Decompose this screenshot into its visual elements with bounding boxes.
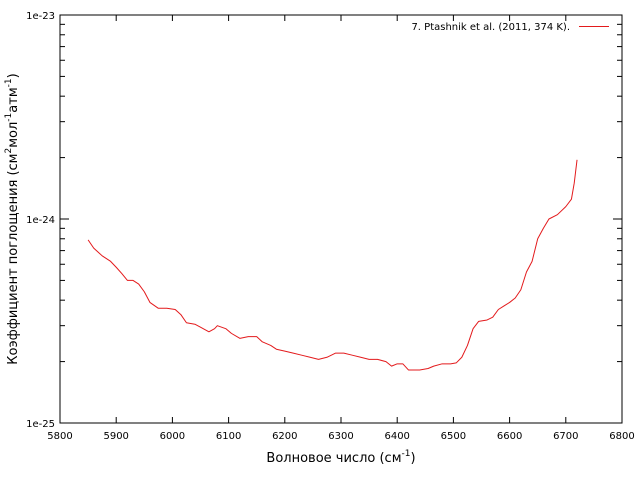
x-axis-title: Волновое число (см-1) xyxy=(266,449,415,466)
x-tick-label: 6300 xyxy=(328,431,353,442)
series-group xyxy=(87,159,578,371)
y-tick-label: 1e-25 xyxy=(26,419,55,430)
legend: 7. Ptashnik et al. (2011, 374 K). xyxy=(411,22,609,33)
x-tick-label: 6400 xyxy=(384,431,409,442)
x-tick-label: 6500 xyxy=(441,431,466,442)
legend-label: 7. Ptashnik et al. (2011, 374 K). xyxy=(411,22,570,33)
y-axis-title: Коэффициент поглощения (см2мол-1атм-1) xyxy=(4,73,21,364)
x-tick-label: 5900 xyxy=(103,431,128,442)
x-tick-label: 5800 xyxy=(47,431,72,442)
y-tick-label: 1e-23 xyxy=(26,11,55,22)
x-tick-label: 6800 xyxy=(609,431,634,442)
tick-labels: 5800 5900 6000 6100 6200 6300 6400 6500 6600 6700… xyxy=(26,11,635,442)
series-line xyxy=(87,159,578,371)
x-tick-label: 6200 xyxy=(272,431,297,442)
x-tick-label: 6100 xyxy=(216,431,241,442)
plot-area-frame xyxy=(59,14,623,424)
y-tick-label: 1e-24 xyxy=(26,215,55,226)
x-tick-label: 6700 xyxy=(553,431,578,442)
x-tick-label: 6600 xyxy=(497,431,522,442)
axis-ticks xyxy=(59,14,623,424)
x-tick-label: 6000 xyxy=(160,431,185,442)
